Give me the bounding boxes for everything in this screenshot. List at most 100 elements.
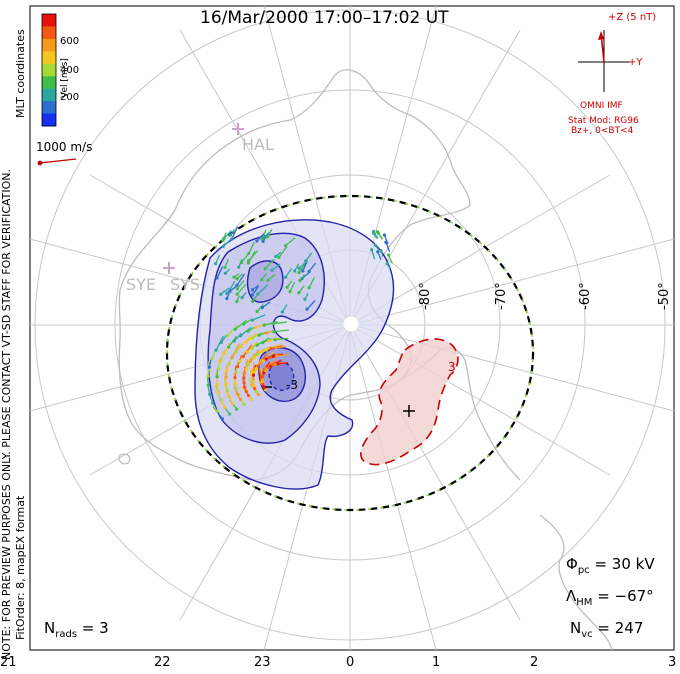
velocity-vector-origin <box>216 390 221 395</box>
velocity-vector-origin <box>250 318 255 322</box>
velocity-vector <box>383 234 389 245</box>
velocity-vector-origin <box>254 367 258 371</box>
velocity-vector-origin <box>227 412 232 416</box>
station-label-sye: SYE <box>126 275 157 294</box>
velocity-vector <box>243 318 253 325</box>
velocity-vector-origin <box>246 393 251 398</box>
mlt-label-22: 22 <box>154 655 171 670</box>
velocity-vector <box>298 263 306 274</box>
velocity-vector <box>252 331 263 339</box>
velocity-vector-origin <box>238 397 243 402</box>
velocity-vector-origin <box>301 269 305 273</box>
velocity-vector-origin <box>253 387 257 391</box>
velocity-vector-origin <box>223 265 227 269</box>
velocity-vector-origin <box>375 230 380 234</box>
velocity-vector-origin <box>218 359 223 363</box>
colorbar-segment <box>42 76 56 90</box>
velocity-vector <box>215 372 218 385</box>
velocity-vector-origin <box>215 383 219 387</box>
velocity-vector-origin <box>232 339 236 343</box>
velocity-vector-origin <box>239 334 243 338</box>
velocity-vector <box>247 352 255 366</box>
velocity-vector <box>222 236 234 247</box>
sa-coast <box>539 514 613 651</box>
velocity-vector-origin <box>266 235 270 239</box>
lat-label-50: -50° <box>657 282 672 310</box>
velocity-vector-origin <box>223 405 227 409</box>
velocity-vector <box>223 342 231 355</box>
velocity-vector-origin <box>233 381 237 385</box>
colorbar-tick-400: 400 <box>60 65 80 76</box>
velocity-vector-origin <box>261 340 265 345</box>
velocity-vector-origin <box>239 344 243 349</box>
velocity-vector-origin <box>255 239 259 243</box>
velocity-vector <box>273 329 289 333</box>
velocity-vector-origin <box>255 309 259 314</box>
velocity-vector <box>219 349 226 362</box>
velocity-vector-origin <box>206 374 210 378</box>
imf-y-label: +Y <box>628 57 643 68</box>
velocity-vector-origin <box>241 354 245 359</box>
velocity-vector <box>276 353 290 357</box>
velocity-vector-origin <box>256 364 260 368</box>
velocity-vector <box>262 301 271 309</box>
velocity-vector-origin <box>219 398 223 402</box>
velocity-vector <box>371 249 376 260</box>
island-coast <box>118 453 131 465</box>
colorbar-segment <box>42 14 56 27</box>
velocity-vector-origin <box>273 338 277 342</box>
velocity-vector-origin <box>270 268 274 272</box>
velocity-vector <box>248 250 259 262</box>
velocity-vector-origin <box>244 367 248 371</box>
pole-marker <box>343 316 359 332</box>
velocity-vector-origin <box>298 278 302 283</box>
velocity-vector-origin <box>274 254 278 259</box>
velocity-vector-origin <box>239 261 244 265</box>
velocity-vector-origin <box>219 292 223 296</box>
velocity-vector-origin <box>262 323 266 327</box>
velocity-vector-origin <box>235 292 239 296</box>
velocity-vector-origin <box>288 290 292 294</box>
velocity-vector-origin <box>284 275 288 279</box>
velocity-vector <box>248 242 255 254</box>
velocity-vector-origin <box>260 305 264 310</box>
velocity-vector-origin <box>221 238 225 243</box>
potential-cell-positive <box>360 338 459 466</box>
preview-note: NOTE: FOR PREVIEW PURPOSES ONLY. PLEASE … <box>0 168 13 660</box>
velocity-vector-origin <box>227 395 232 399</box>
velocity-vector-origin <box>251 373 256 377</box>
velocity-vector-origin <box>231 401 235 405</box>
potential-cell-negative-inner <box>246 260 284 303</box>
mlt-label-21: 21 <box>0 655 17 670</box>
velocity-vector-origin <box>227 345 231 349</box>
velocity-vector <box>264 258 275 270</box>
imf-clock <box>578 30 630 92</box>
velocity-vector <box>265 343 281 351</box>
velocity-vector-origin <box>246 329 250 333</box>
lat-label-70: -70° <box>494 282 509 310</box>
velocity-vector-origin <box>303 297 307 301</box>
stat-n-rads: Nrads = 3 <box>44 619 109 640</box>
velocity-vector-origin <box>219 340 223 345</box>
velocity-vector-origin <box>250 336 255 340</box>
velocity-vector-origin <box>250 293 254 297</box>
velocity-vector-origin <box>242 381 246 385</box>
velocity-vector-origin <box>241 322 246 326</box>
velocity-vector-origin <box>242 402 246 406</box>
velocity-vectors <box>206 226 393 421</box>
scale-vector <box>37 158 77 166</box>
velocity-vector-origin <box>260 350 264 354</box>
velocity-vector-origin <box>233 327 237 331</box>
velocity-vector <box>306 299 316 310</box>
velocity-vector-origin <box>244 389 248 394</box>
velocity-vector-origin <box>371 229 376 234</box>
contour-label-positive: 3 <box>448 360 456 374</box>
colorbar-segment <box>42 38 56 52</box>
velocity-vector <box>257 284 268 295</box>
velocity-vector-origin <box>379 249 383 253</box>
velocity-vector-origin <box>234 387 238 391</box>
velocity-vector-origin <box>277 255 281 260</box>
colorbar-segment <box>42 51 56 65</box>
velocity-vector-origin <box>208 392 212 396</box>
velocity-vector-origin <box>235 283 239 287</box>
